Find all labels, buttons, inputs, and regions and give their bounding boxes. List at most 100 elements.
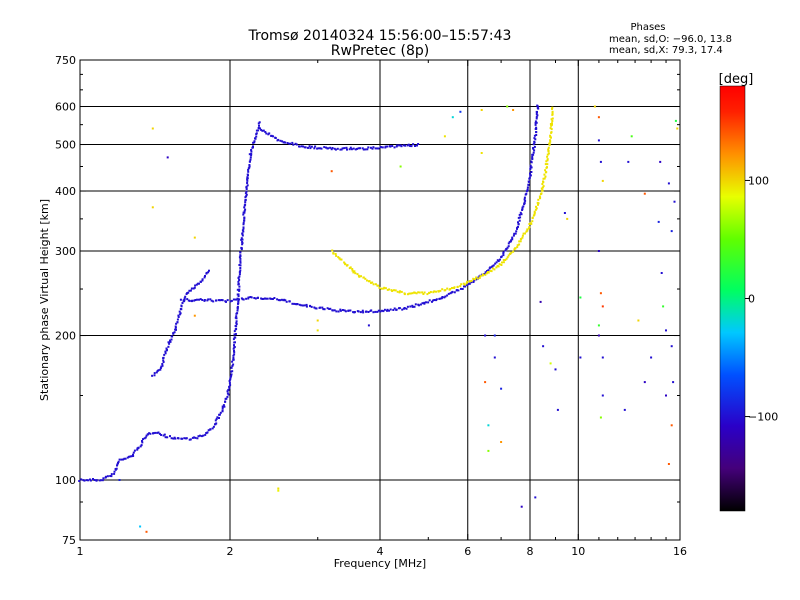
trace-point [409,305,412,308]
trace-o-mode-f-trace [179,104,540,314]
trace-point [547,149,550,152]
trace-point [372,311,375,314]
trace-point [238,256,241,259]
trace-point [353,311,356,313]
trace-f2-upper-echo [259,127,420,151]
trace-point [354,148,357,151]
trace-point [507,242,510,245]
trace-point [536,111,538,113]
trace-point [174,326,177,329]
trace-point [435,298,438,301]
trace-point [280,298,283,301]
scatter-point [399,165,402,168]
trace-point [255,135,258,138]
trace-point [248,166,251,169]
trace-point [237,280,240,283]
scatter-point [630,135,633,138]
trace-point [227,393,230,396]
trace-point [185,437,188,440]
trace-point [231,370,234,373]
trace-point [236,312,239,315]
y-tick-label: 400 [55,185,76,198]
trace-point [366,279,368,282]
trace-point [310,145,313,148]
trace-point [331,249,334,252]
trace-point [115,467,118,470]
trace-point [217,299,220,302]
trace-point [218,413,221,416]
trace-point [412,143,415,146]
trace-point [164,352,167,355]
trace-point [406,293,409,296]
trace-point [446,287,449,290]
trace-point [232,338,235,341]
scatter-point [601,179,604,182]
trace-point [470,281,473,284]
trace-point [479,275,482,278]
trace-point [298,303,301,306]
trace-point [305,305,308,308]
trace-point [99,479,102,482]
chart-subtitle: RwPretec (8p) [331,43,429,59]
trace-point [414,303,417,306]
trace-point [449,288,452,290]
trace-point [215,417,218,420]
trace-point [369,146,372,149]
trace-point [89,479,92,482]
trace-point [241,234,244,237]
trace-point [527,180,530,183]
trace-point [253,141,256,144]
trace-point [393,289,395,292]
scatter-point [672,381,675,384]
trace-point [440,297,443,300]
trace-point [319,147,322,150]
trace-point [113,470,116,473]
trace-point [236,288,239,291]
trace-point [535,205,537,208]
trace-point [172,437,175,440]
trace-point [177,316,180,318]
trace-point [537,203,539,206]
trace-point [403,307,406,309]
trace-point [356,147,358,150]
trace-point [460,287,462,290]
trace-point [551,117,554,120]
trace-point [186,298,189,301]
scatter-point [601,356,604,359]
trace-point [151,374,154,377]
trace-point [237,302,240,305]
trace-point [502,251,505,254]
y-tick-label: 600 [55,101,76,114]
trace-point [225,397,228,400]
trace-point [142,438,144,441]
trace-point [116,464,118,467]
trace-point [258,124,260,127]
trace-point [118,458,121,461]
trace-point [193,299,196,302]
trace-point [380,146,383,149]
trace-point [208,269,210,272]
trace-point [549,136,552,138]
trace-point [541,186,544,189]
trace-point [535,134,538,136]
trace-point [413,305,416,308]
scatter-point [597,139,600,142]
trace-point [504,249,507,252]
trace-point [386,308,389,311]
trace-point [549,123,552,125]
trace-point [546,153,549,156]
trace-point [519,240,522,243]
trace-point [418,304,420,307]
trace-point [534,123,537,126]
trace-point [223,405,226,408]
trace-point [512,234,515,237]
scatter-point [554,368,557,371]
trace-point [154,431,157,434]
trace-point [494,262,497,265]
trace-point [511,238,514,241]
echo-traces [78,104,554,482]
trace-point [386,145,389,148]
scatter-point [500,387,503,390]
trace-point [535,131,538,133]
